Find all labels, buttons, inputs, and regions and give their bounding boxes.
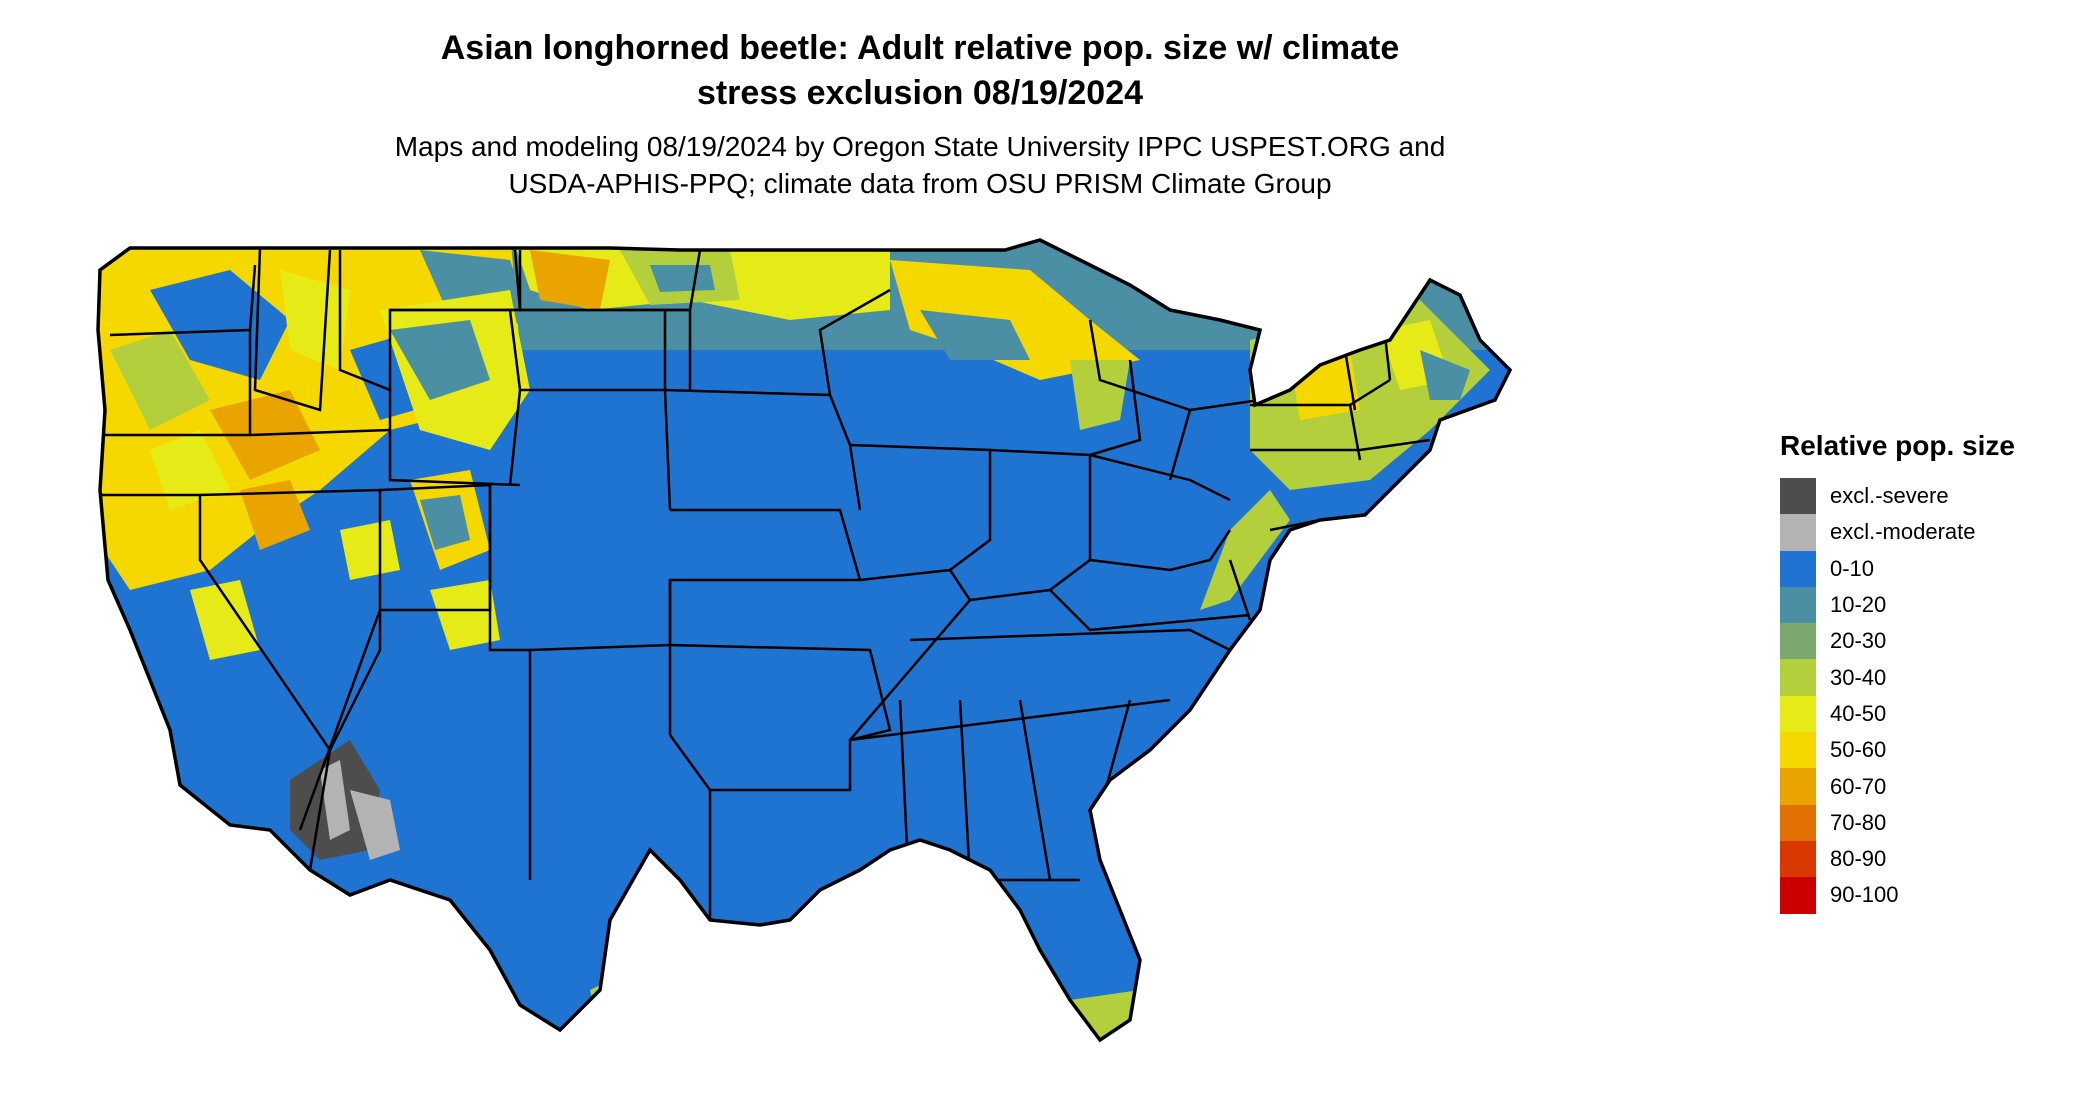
legend-swatch xyxy=(1780,514,1816,551)
legend-item: 10-20 xyxy=(1780,586,2015,624)
legend: Relative pop. size excl.-severe excl.-mod… xyxy=(1780,430,2015,914)
legend-swatch xyxy=(1780,695,1816,733)
legend-label: 50-60 xyxy=(1830,737,1887,763)
legend-item: excl.-moderate xyxy=(1780,514,2015,551)
map-subtitle: Maps and modeling 08/19/2024 by Oregon S… xyxy=(0,128,1840,202)
title-line-1: Asian longhorned beetle: Adult relative … xyxy=(440,29,1400,67)
legend-item: 20-30 xyxy=(1780,623,2015,660)
legend-swatch xyxy=(1780,659,1816,696)
legend-item: 60-70 xyxy=(1780,768,2015,805)
legend-swatch xyxy=(1780,586,1816,624)
legend-label: 0-10 xyxy=(1830,555,1875,581)
legend-label: 30-40 xyxy=(1830,664,1887,690)
legend-item: 90-100 xyxy=(1780,877,2015,914)
legend-label: 10-20 xyxy=(1830,592,1887,618)
legend-label: 40-50 xyxy=(1830,700,1887,726)
subtitle-line-2: USDA-APHIS-PPQ; climate data from OSU PR… xyxy=(508,168,1332,199)
legend-label: excl.-severe xyxy=(1830,483,1949,509)
legend-swatch xyxy=(1780,732,1816,769)
legend-label: excl.-moderate xyxy=(1830,519,1976,545)
us-map xyxy=(96,238,1512,1042)
legend-item: 0-10 xyxy=(1780,550,2015,587)
legend-swatch xyxy=(1780,550,1816,587)
legend-swatch xyxy=(1780,804,1816,841)
legend-rows: excl.-severe excl.-moderate 0-10 10-20 20-30… xyxy=(1780,478,2015,914)
legend-item: 70-80 xyxy=(1780,804,2015,841)
legend-item: excl.-severe xyxy=(1780,478,2015,515)
legend-item: 50-60 xyxy=(1780,732,2015,769)
state-borders xyxy=(100,247,1431,930)
legend-label: 20-30 xyxy=(1830,628,1887,654)
legend-swatch xyxy=(1780,877,1816,914)
legend-item: 40-50 xyxy=(1780,695,2015,733)
legend-label: 70-80 xyxy=(1830,809,1887,835)
legend-swatch xyxy=(1780,478,1816,515)
map-title: Asian longhorned beetle: Adult relative … xyxy=(0,26,1840,116)
legend-label: 60-70 xyxy=(1830,773,1887,799)
legend-title: Relative pop. size xyxy=(1780,430,2015,461)
legend-swatch xyxy=(1780,768,1816,805)
legend-label: 80-90 xyxy=(1830,846,1887,872)
subtitle-line-1: Maps and modeling 08/19/2024 by Oregon S… xyxy=(394,131,1446,162)
legend-swatch xyxy=(1780,623,1816,660)
legend-label: 90-100 xyxy=(1830,882,1899,908)
legend-swatch xyxy=(1780,840,1816,878)
title-line-2: stress exclusion 08/19/2024 xyxy=(696,74,1144,112)
legend-item: 30-40 xyxy=(1780,659,2015,696)
legend-item: 80-90 xyxy=(1780,840,2015,878)
